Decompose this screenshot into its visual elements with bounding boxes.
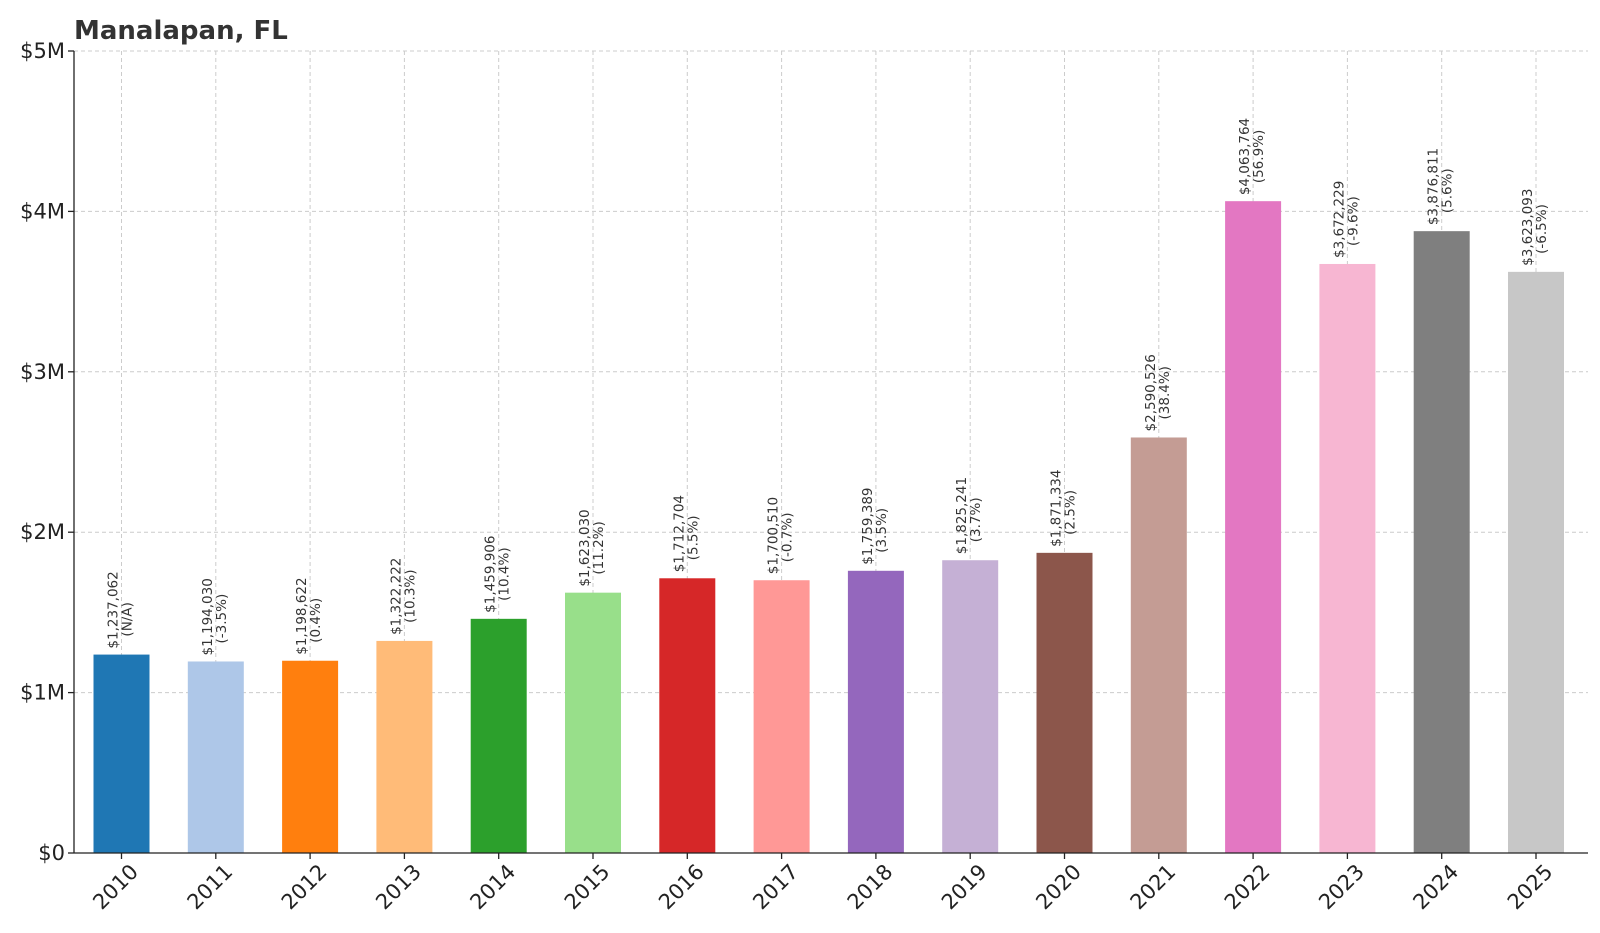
x-tick-label: 2013 [371,860,426,915]
bar-2022 [1225,201,1282,854]
change-label: (-0.7%) [780,513,796,563]
data-label-2021: $2,590,526(38.4%) [1143,354,1173,431]
data-label-2022: $4,063,764(56.9%) [1237,118,1267,195]
y-tick-label: $1M [20,681,65,705]
x-tick-label: 2016 [654,860,709,915]
y-tick-label: $2M [20,520,65,544]
x-tick-label: 2025 [1503,860,1558,915]
data-label-2020: $1,871,334(2.5%) [1049,470,1079,547]
y-tick-label: $0 [38,841,65,865]
value-label: $1,700,510 [766,497,782,574]
change-label: (38.4%) [1157,366,1173,419]
y-tick-label: $5M [20,39,65,63]
data-label-2014: $1,459,906(10.4%) [483,536,513,613]
x-tick-label: 2012 [277,860,332,915]
value-label: $1,825,241 [954,477,970,554]
data-labels-layer: $1,237,062(N/A) $1,194,030(-3.5%) $1,198,6… [106,118,1551,656]
change-label: (56.9%) [1251,130,1267,183]
y-tick-label: $3M [20,360,65,384]
change-label: (5.5%) [685,515,701,560]
bar-2014 [470,618,527,853]
bar-2019 [942,560,999,853]
x-tick-label: 2022 [1220,860,1275,915]
x-tick-label: 2023 [1314,860,1369,915]
value-label: $2,590,526 [1143,354,1159,431]
bar-2012 [282,660,339,853]
data-label-2010: $1,237,062(N/A) [106,571,136,648]
x-tick-label: 2019 [937,860,992,915]
change-label: (11.2%) [591,521,607,574]
value-label: $3,672,229 [1331,181,1347,258]
bar-2011 [187,661,244,853]
data-label-2019: $1,825,241(3.7%) [954,477,984,554]
data-label-2015: $1,623,030(11.2%) [577,509,607,586]
change-label: (10.4%) [497,547,513,600]
change-label: (10.3%) [402,569,418,622]
bar-2018 [847,570,904,853]
value-label: $1,237,062 [106,571,122,648]
data-label-2013: $1,322,222(10.3%) [388,558,418,635]
data-label-2025: $3,623,093(-6.5%) [1520,189,1550,266]
data-label-2016: $1,712,704(5.5%) [671,495,701,572]
x-tick-label: 2017 [748,860,803,915]
value-label: $1,759,389 [860,487,876,564]
data-label-2023: $3,672,229(-9.6%) [1331,181,1361,258]
bar-2010 [93,654,150,853]
value-label: $1,194,030 [200,578,216,655]
bars-layer [93,201,1564,854]
value-label: $1,712,704 [671,495,687,572]
change-label: (-3.5%) [214,594,230,644]
value-label: $1,623,030 [577,509,593,586]
value-label: $4,063,764 [1237,118,1253,195]
x-tick-label: 2015 [560,860,615,915]
x-tick-label: 2020 [1031,860,1086,915]
bar-2013 [376,640,433,853]
bar-2017 [753,580,810,853]
value-label: $1,459,906 [483,536,499,613]
change-label: (-6.5%) [1534,204,1550,254]
data-label-2012: $1,198,622(0.4%) [294,577,324,654]
chart-title: Manalapan, FL [74,16,288,46]
bar-2021 [1130,437,1187,853]
bar-2020 [1036,552,1093,853]
bar-2023 [1319,263,1376,853]
x-tick-label: 2021 [1126,860,1181,915]
change-label: (2.5%) [1063,490,1079,535]
x-tick-label: 2024 [1408,860,1463,915]
value-label: $1,198,622 [294,577,310,654]
change-label: (5.6%) [1440,168,1456,213]
x-tick-label: 2018 [843,860,898,915]
x-tick-label: 2011 [183,860,238,915]
data-label-2011: $1,194,030(-3.5%) [200,578,230,655]
data-label-2024: $3,876,811(5.6%) [1426,148,1456,225]
change-label: (-9.6%) [1345,196,1361,246]
x-tick-label: 2014 [465,860,520,915]
change-label: (0.4%) [308,598,324,643]
value-label: $1,322,222 [388,558,404,635]
value-label: $3,623,093 [1520,189,1536,266]
bar-2024 [1413,231,1470,853]
x-axis-ticks: 2010 2011 2012 2013 2014 2015 2016 2017 2018 2019… [88,853,1558,915]
y-tick-label: $4M [20,199,65,223]
bar-2015 [565,592,621,853]
data-label-2017: $1,700,510(-0.7%) [766,497,796,574]
value-label: $3,876,811 [1426,148,1442,225]
bar-2025 [1508,271,1564,853]
bar-2016 [659,578,716,853]
change-label: (3.7%) [968,497,984,542]
y-axis-ticks: $0 $1M $2M $3M $4M $5M [20,39,74,865]
change-label: (N/A) [120,602,136,636]
change-label: (3.5%) [874,508,890,553]
x-tick-label: 2010 [88,860,143,915]
value-label: $1,871,334 [1049,470,1065,547]
data-label-2018: $1,759,389(3.5%) [860,487,890,564]
